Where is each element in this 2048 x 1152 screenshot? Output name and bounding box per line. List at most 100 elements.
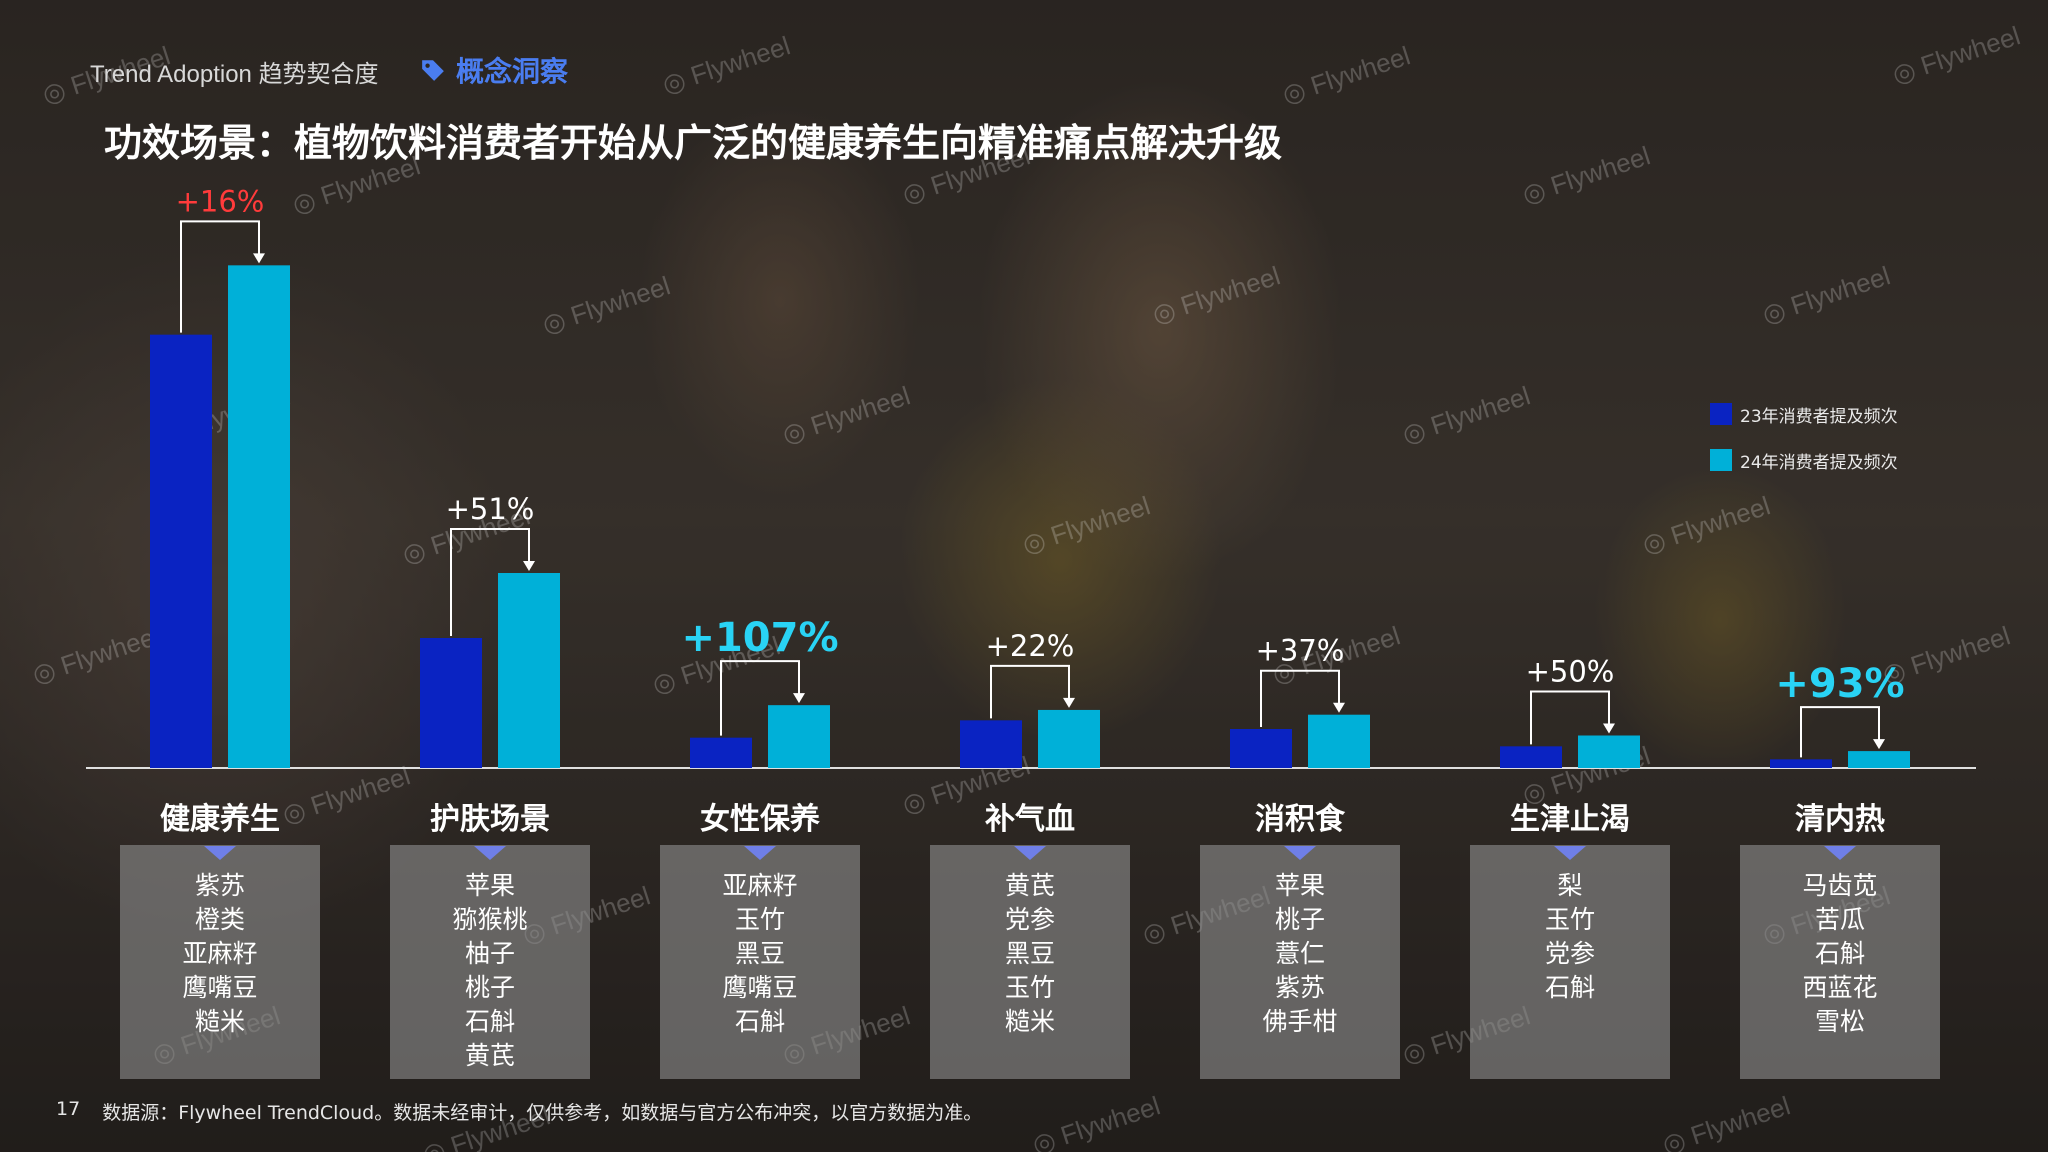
ingredient-item: 石斛 bbox=[734, 1007, 785, 1036]
bar-24-3 bbox=[1038, 709, 1100, 768]
ingredient-box-5: 梨玉竹 党参 石斛 bbox=[1470, 845, 1670, 1079]
concept-tag: 概念洞察 bbox=[420, 50, 568, 90]
ingredient-item: 玉竹 bbox=[1004, 973, 1055, 1002]
concept-label: 概念洞察 bbox=[456, 55, 569, 88]
chart-legend: 23年消费者提及频次 24年消费者提及频次 bbox=[1710, 402, 1898, 494]
ingredient-box-6: 马齿苋 苦瓜 石斛 西蓝花 雪松 bbox=[1740, 845, 1940, 1079]
growth-arrow-5 bbox=[1603, 723, 1615, 734]
pointer-triangle-2 bbox=[744, 846, 776, 860]
ingredient-item: 黑豆 bbox=[734, 939, 785, 968]
ingredient-item: 石斛 bbox=[1814, 939, 1865, 968]
pointer-triangle-3 bbox=[1014, 846, 1046, 860]
ingredient-box-0: 紫苏橙类亚麻籽鹰嘴豆糙米 bbox=[120, 845, 320, 1079]
tag-icon bbox=[422, 60, 444, 81]
ingredient-item: 桃子 bbox=[1274, 905, 1325, 934]
ingredient-item: 石斛 bbox=[1544, 973, 1595, 1002]
ingredient-item: 玉竹 bbox=[734, 905, 785, 934]
bar-24-4 bbox=[1308, 714, 1370, 768]
growth-bracket-6 bbox=[1800, 706, 1880, 758]
growth-bracket-1 bbox=[450, 528, 530, 636]
ingredient-box-4: 苹果 桃子 薏仁 紫苏 佛手柑 bbox=[1200, 845, 1400, 1079]
ingredient-item: 猕猴桃 bbox=[452, 905, 528, 934]
ingredient-item: 糙米 bbox=[1004, 1007, 1055, 1036]
growth-arrow-4 bbox=[1333, 702, 1345, 713]
category-label-3: 补气血 bbox=[985, 802, 1075, 837]
ingredient-item: 梨 bbox=[1557, 871, 1583, 900]
bar-24-0 bbox=[228, 265, 290, 768]
ingredient-box-3: 黄芪党参黑豆玉竹糙米 bbox=[930, 845, 1130, 1079]
ingredient-item: 桃子 bbox=[464, 973, 515, 1002]
ingredient-item: 党参 bbox=[1544, 939, 1595, 968]
growth-label-0: +16% bbox=[176, 184, 265, 218]
legend-swatch-23 bbox=[1710, 403, 1732, 425]
growth-bracket-0 bbox=[180, 220, 260, 333]
pointer-triangle-1 bbox=[474, 846, 506, 860]
footer: 17 数据源：Flywheel TrendCloud。数据未经审计，仅供参考，如… bbox=[56, 1098, 982, 1125]
growth-bracket-4 bbox=[1260, 669, 1340, 727]
data-source: 数据源：Flywheel TrendCloud。数据未经审计，仅供参考，如数据与… bbox=[102, 1102, 983, 1124]
growth-label-1: +51% bbox=[446, 492, 535, 526]
bar-23-0 bbox=[150, 334, 212, 768]
category-label-1: 护肤场景 bbox=[430, 802, 550, 837]
ingredient-item: 柚子 bbox=[464, 939, 515, 968]
bar-23-6 bbox=[1770, 759, 1832, 768]
ingredient-item: 鹰嘴豆 bbox=[722, 973, 798, 1002]
growth-label-6: +93% bbox=[1775, 661, 1904, 707]
ingredient-item: 佛手柑 bbox=[1262, 1007, 1338, 1036]
pointer-triangle-0 bbox=[204, 846, 236, 860]
legend-item-24: 24年消费者提及频次 bbox=[1710, 448, 1898, 473]
ingredient-item: 黑豆 bbox=[1004, 939, 1055, 968]
growth-arrow-6 bbox=[1873, 739, 1885, 750]
legend-label-23: 23年消费者提及频次 bbox=[1740, 406, 1898, 427]
ingredient-item: 糙米 bbox=[194, 1007, 245, 1036]
bar-23-2 bbox=[690, 737, 752, 768]
category-label-6: 清内热 bbox=[1795, 802, 1885, 837]
ingredient-item: 苹果 bbox=[464, 871, 515, 900]
ingredient-item: 橙类 bbox=[194, 905, 245, 934]
growth-bracket-3 bbox=[990, 664, 1070, 719]
growth-arrow-2 bbox=[793, 693, 805, 704]
legend-label-24: 24年消费者提及频次 bbox=[1740, 452, 1898, 473]
bar-23-5 bbox=[1500, 746, 1562, 768]
ingredient-item: 石斛 bbox=[464, 1007, 515, 1036]
ingredient-item: 苦瓜 bbox=[1814, 905, 1865, 934]
ingredient-box-2: 亚麻籽玉竹黑豆鹰嘴豆石斛 bbox=[660, 845, 860, 1079]
header-subtitle: Trend Adoption 趋势契合度 bbox=[90, 61, 379, 88]
ingredient-item: 亚麻籽 bbox=[722, 871, 798, 900]
bar-23-1 bbox=[420, 638, 482, 768]
page-number: 17 bbox=[56, 1098, 81, 1120]
growth-label-3: +22% bbox=[986, 629, 1075, 663]
category-label-5: 生津止渴 bbox=[1510, 802, 1630, 837]
ingredient-box-1: 苹果 猕猴桃 柚子 桃子 石斛 黄芪 bbox=[390, 845, 590, 1079]
bar-24-6 bbox=[1848, 751, 1910, 768]
pointer-triangle-6 bbox=[1824, 846, 1856, 860]
ingredient-item: 薏仁 bbox=[1274, 939, 1325, 968]
bar-23-3 bbox=[960, 720, 1022, 768]
ingredient-item: 党参 bbox=[1004, 905, 1055, 934]
ingredient-item: 黄芪 bbox=[1004, 871, 1055, 900]
ingredient-item: 玉竹 bbox=[1544, 905, 1595, 934]
ingredient-item: 鹰嘴豆 bbox=[182, 973, 258, 1002]
bar-24-2 bbox=[768, 705, 830, 768]
ingredient-item: 马齿苋 bbox=[1802, 871, 1878, 900]
growth-label-2: +107% bbox=[681, 615, 838, 661]
ingredient-item: 紫苏 bbox=[194, 871, 245, 900]
category-label-2: 女性保养 bbox=[700, 802, 820, 837]
growth-arrow-1 bbox=[523, 561, 535, 571]
legend-swatch-24 bbox=[1710, 449, 1732, 471]
ingredient-item: 紫苏 bbox=[1274, 973, 1325, 1002]
growth-bracket-2 bbox=[720, 660, 800, 736]
ingredient-item: 亚麻籽 bbox=[182, 939, 258, 968]
pointer-triangle-4 bbox=[1284, 846, 1316, 860]
category-label-0: 健康养生 bbox=[160, 802, 280, 837]
ingredient-item: 西蓝花 bbox=[1802, 973, 1878, 1002]
bar-23-4 bbox=[1230, 729, 1292, 768]
growth-label-4: +37% bbox=[1256, 634, 1345, 668]
growth-label-5: +50% bbox=[1526, 655, 1615, 689]
page-title: 功效场景：植物饮料消费者开始从广泛的健康养生向精准痛点解决升级 bbox=[104, 121, 1283, 165]
growth-bracket-5 bbox=[1530, 690, 1610, 745]
bar-24-5 bbox=[1578, 735, 1640, 768]
bar-24-1 bbox=[498, 573, 560, 768]
